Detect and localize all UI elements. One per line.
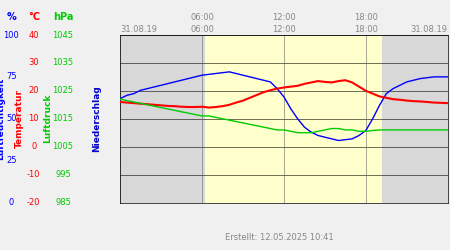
Text: 25: 25 [6,156,17,165]
Text: 75: 75 [6,72,17,82]
Text: 1025: 1025 [53,86,73,95]
Text: 1015: 1015 [53,114,73,123]
Text: -20: -20 [27,198,40,207]
Text: 985: 985 [55,198,71,207]
Text: 1005: 1005 [53,142,73,151]
Text: 31.08.19: 31.08.19 [120,25,157,34]
Text: 30: 30 [28,58,39,68]
Text: 18:00: 18:00 [354,14,378,22]
Text: 10: 10 [28,114,39,123]
Text: 06:00: 06:00 [190,25,214,34]
Text: 995: 995 [55,170,71,179]
Text: Erstellt: 12.05.2025 10:41: Erstellt: 12.05.2025 10:41 [225,234,333,242]
Text: 12:00: 12:00 [272,25,296,34]
Text: 18:00: 18:00 [354,25,378,34]
Text: 31.08.19: 31.08.19 [411,25,448,34]
Text: 50: 50 [6,114,17,123]
Text: -10: -10 [27,170,40,179]
Text: °C: °C [28,12,40,22]
Text: 0: 0 [31,142,36,151]
Text: 0: 0 [9,198,14,207]
Text: 1045: 1045 [53,30,73,40]
Text: Luftfeuchtigkeit: Luftfeuchtigkeit [0,78,5,160]
Text: 100: 100 [4,30,19,40]
Text: Luftdruck: Luftdruck [43,94,52,144]
Text: 20: 20 [28,86,39,95]
Text: Temperatur: Temperatur [15,89,24,148]
Bar [205,35,382,202]
Text: 06:00: 06:00 [190,14,214,22]
Text: hPa: hPa [53,12,73,22]
Text: 12:00: 12:00 [272,14,296,22]
Text: Niederschlag: Niederschlag [92,86,101,152]
Text: %: % [6,12,16,22]
Text: 40: 40 [28,30,39,40]
Text: 1035: 1035 [53,58,73,68]
